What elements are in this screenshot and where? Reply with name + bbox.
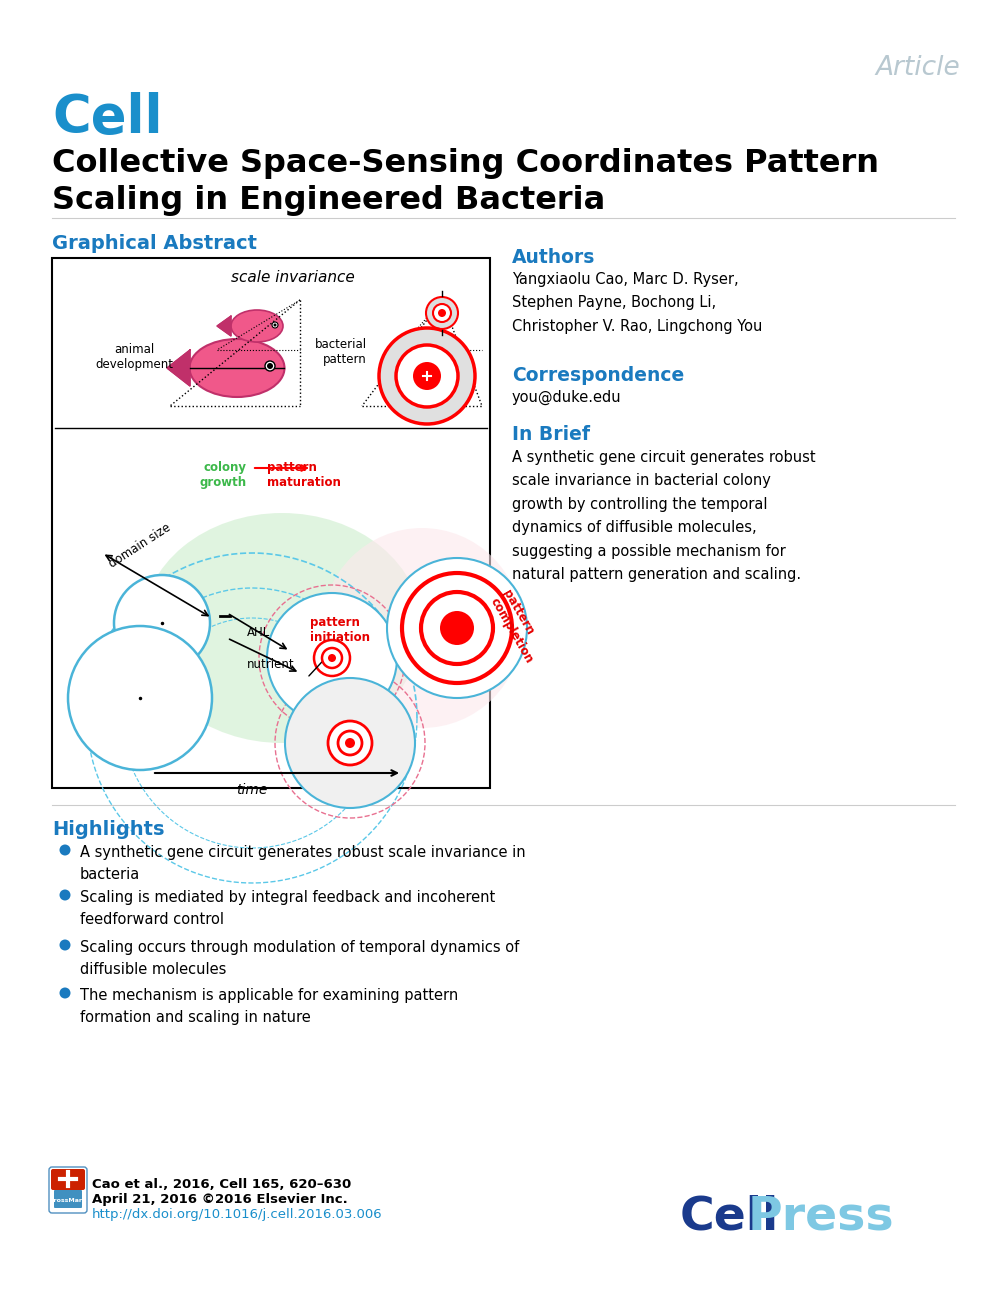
Text: Cao et al., 2016, Cell 165, 620–630: Cao et al., 2016, Cell 165, 620–630 — [92, 1178, 352, 1191]
FancyBboxPatch shape — [49, 1167, 87, 1214]
Text: In Brief: In Brief — [512, 425, 590, 444]
Circle shape — [267, 363, 273, 369]
Circle shape — [433, 304, 451, 322]
Text: domain size: domain size — [107, 522, 173, 572]
Text: Cell: Cell — [680, 1195, 779, 1240]
Circle shape — [413, 361, 441, 390]
Circle shape — [59, 890, 70, 900]
Text: AHL: AHL — [247, 626, 270, 639]
Circle shape — [265, 361, 275, 371]
Circle shape — [285, 679, 415, 808]
Text: time: time — [236, 783, 267, 797]
Circle shape — [322, 649, 342, 668]
Circle shape — [59, 988, 70, 998]
Circle shape — [328, 654, 336, 662]
Text: Scaling in Engineered Bacteria: Scaling in Engineered Bacteria — [52, 185, 605, 217]
Text: Press: Press — [748, 1195, 894, 1240]
Text: Scaling occurs through modulation of temporal dynamics of
diffusible molecules: Scaling occurs through modulation of tem… — [80, 940, 520, 977]
Ellipse shape — [322, 529, 522, 728]
Text: colony
growth: colony growth — [200, 461, 247, 489]
Circle shape — [59, 940, 70, 950]
Text: A synthetic gene circuit generates robust scale invariance in
bacteria: A synthetic gene circuit generates robus… — [80, 846, 526, 882]
Circle shape — [267, 592, 397, 723]
Circle shape — [59, 844, 70, 856]
Text: Authors: Authors — [512, 248, 595, 268]
Circle shape — [68, 626, 212, 770]
Circle shape — [328, 720, 372, 765]
Text: A synthetic gene circuit generates robust
scale invariance in bacterial colony
g: A synthetic gene circuit generates robus… — [512, 450, 816, 582]
Circle shape — [338, 731, 362, 756]
Circle shape — [402, 573, 512, 683]
Text: Article: Article — [875, 55, 960, 81]
Circle shape — [273, 324, 276, 326]
Circle shape — [314, 639, 350, 676]
Text: http://dx.doi.org/10.1016/j.cell.2016.03.006: http://dx.doi.org/10.1016/j.cell.2016.03… — [92, 1208, 383, 1221]
Text: pattern
completion: pattern completion — [487, 589, 548, 666]
Polygon shape — [217, 316, 231, 335]
Text: bacterial
pattern: bacterial pattern — [315, 338, 367, 365]
Circle shape — [438, 309, 446, 317]
Circle shape — [421, 592, 493, 664]
Text: Highlights: Highlights — [52, 820, 165, 839]
Text: April 21, 2016 ©2016 Elsevier Inc.: April 21, 2016 ©2016 Elsevier Inc. — [92, 1193, 348, 1206]
Ellipse shape — [190, 339, 284, 397]
Text: The mechanism is applicable for examining pattern
formation and scaling in natur: The mechanism is applicable for examinin… — [80, 988, 458, 1026]
Ellipse shape — [142, 513, 422, 743]
Text: Graphical Abstract: Graphical Abstract — [52, 234, 257, 253]
Text: scale invariance: scale invariance — [231, 270, 355, 284]
Text: Collective Space-Sensing Coordinates Pattern: Collective Space-Sensing Coordinates Pat… — [52, 147, 879, 179]
Text: pattern
initiation: pattern initiation — [310, 616, 370, 643]
Text: you@duke.edu: you@duke.edu — [512, 390, 622, 406]
Text: Scaling is mediated by integral feedback and incoherent
feedforward control: Scaling is mediated by integral feedback… — [80, 890, 495, 927]
Circle shape — [379, 328, 475, 424]
Text: Correspondence: Correspondence — [512, 365, 684, 385]
FancyBboxPatch shape — [52, 258, 490, 788]
Text: Cell: Cell — [52, 91, 163, 144]
Circle shape — [345, 739, 355, 748]
Circle shape — [387, 559, 527, 698]
Circle shape — [114, 576, 210, 671]
Circle shape — [440, 611, 474, 645]
Circle shape — [272, 322, 278, 328]
FancyBboxPatch shape — [54, 1190, 82, 1208]
Text: Yangxiaolu Cao, Marc D. Ryser,
Stephen Payne, Bochong Li,
Christopher V. Rao, Li: Yangxiaolu Cao, Marc D. Ryser, Stephen P… — [512, 271, 763, 334]
Circle shape — [396, 345, 458, 407]
Polygon shape — [167, 350, 190, 386]
Text: nutrient: nutrient — [247, 658, 294, 671]
FancyBboxPatch shape — [51, 1169, 85, 1190]
Text: CrossMark: CrossMark — [49, 1198, 86, 1202]
Text: animal
development: animal development — [95, 343, 173, 371]
Ellipse shape — [231, 311, 283, 342]
Circle shape — [426, 298, 458, 329]
Text: pattern
maturation: pattern maturation — [267, 461, 341, 489]
